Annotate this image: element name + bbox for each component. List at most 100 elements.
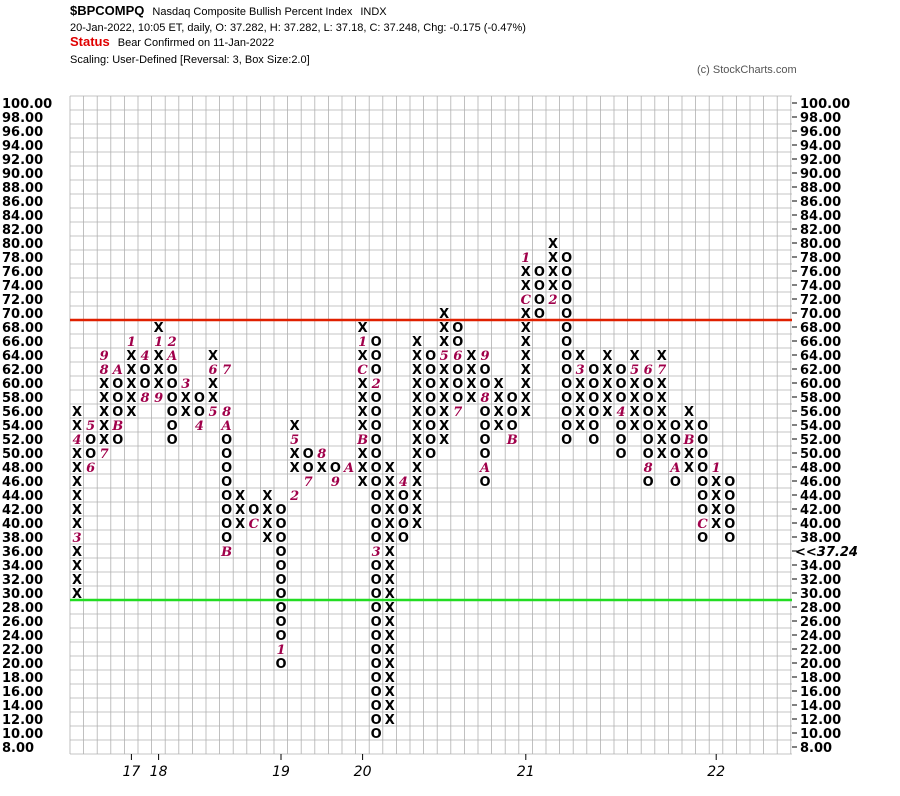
x-box: X bbox=[358, 405, 368, 420]
month-marker: 1 bbox=[358, 335, 367, 350]
copyright: (c) StockCharts.com bbox=[697, 64, 797, 76]
y-tick-label-right: 84.00 bbox=[800, 209, 841, 224]
x-box: X bbox=[385, 657, 395, 672]
o-box: O bbox=[561, 265, 572, 280]
month-marker: 2 bbox=[289, 489, 299, 504]
o-box: O bbox=[371, 503, 382, 518]
x-box: X bbox=[439, 391, 449, 406]
o-box: O bbox=[167, 419, 178, 434]
month-marker: 6 bbox=[453, 349, 462, 364]
y-tick-label-left: 92.00 bbox=[2, 153, 43, 168]
o-box: O bbox=[724, 503, 735, 518]
y-tick-label-left: 56.00 bbox=[2, 405, 43, 420]
o-box: O bbox=[561, 293, 572, 308]
y-tick-label-right: 100.00 bbox=[800, 97, 850, 112]
o-box: O bbox=[479, 405, 490, 420]
month-marker: 7 bbox=[453, 405, 462, 420]
x-box: X bbox=[262, 489, 272, 504]
month-marker: B bbox=[356, 433, 368, 448]
x-box: X bbox=[412, 391, 422, 406]
o-box: O bbox=[371, 713, 382, 728]
x-box: X bbox=[602, 349, 612, 364]
x-box: X bbox=[181, 405, 191, 420]
x-box: X bbox=[72, 405, 82, 420]
month-marker: 2 bbox=[547, 293, 557, 308]
x-box: X bbox=[358, 447, 368, 462]
o-box: O bbox=[643, 475, 654, 490]
x-box: X bbox=[657, 405, 667, 420]
o-box: O bbox=[615, 419, 626, 434]
month-marker: 3 bbox=[576, 363, 585, 378]
y-tick-label-right: 8.00 bbox=[800, 741, 832, 756]
o-box: O bbox=[479, 419, 490, 434]
x-box: X bbox=[548, 265, 558, 280]
x-box: X bbox=[126, 405, 136, 420]
month-marker: 7 bbox=[657, 363, 666, 378]
y-tick-label-left: 18.00 bbox=[2, 671, 43, 686]
x-box: X bbox=[154, 321, 164, 336]
o-box: O bbox=[425, 433, 436, 448]
y-tick-label-left: 10.00 bbox=[2, 727, 43, 742]
o-box: O bbox=[248, 503, 259, 518]
y-tick-label-right: 82.00 bbox=[800, 223, 841, 238]
o-box: O bbox=[479, 447, 490, 462]
month-marker: 1 bbox=[712, 461, 721, 476]
o-box: O bbox=[643, 377, 654, 392]
x-box: X bbox=[602, 377, 612, 392]
o-box: O bbox=[371, 643, 382, 658]
y-tick-label-right: 86.00 bbox=[800, 195, 841, 210]
o-box: O bbox=[275, 587, 286, 602]
x-box: X bbox=[154, 377, 164, 392]
x-box: X bbox=[521, 335, 531, 350]
y-tick-label-left: 54.00 bbox=[2, 419, 43, 434]
o-box: O bbox=[371, 447, 382, 462]
month-marker: 8 bbox=[222, 405, 231, 420]
x-box: X bbox=[412, 517, 422, 532]
o-box: O bbox=[371, 405, 382, 420]
y-tick-label-left: 84.00 bbox=[2, 209, 43, 224]
x-box: X bbox=[358, 349, 368, 364]
status-text: Bear Confirmed on 11-Jan-2022 bbox=[117, 37, 275, 49]
month-marker: 6 bbox=[208, 363, 217, 378]
o-box: O bbox=[398, 517, 409, 532]
month-marker: 8 bbox=[480, 391, 489, 406]
x-box: X bbox=[575, 391, 585, 406]
o-box: O bbox=[479, 475, 490, 490]
o-box: O bbox=[724, 517, 735, 532]
x-box: X bbox=[494, 377, 504, 392]
y-tick-label-left: 8.00 bbox=[2, 741, 34, 756]
y-tick-label-left: 26.00 bbox=[2, 615, 43, 630]
x-axis: 17 18 19 20 21 22 bbox=[122, 754, 725, 780]
x-box: X bbox=[385, 461, 395, 476]
x-box: X bbox=[575, 405, 585, 420]
y-tick-label-left: 70.00 bbox=[2, 307, 43, 322]
x-box: X bbox=[711, 489, 721, 504]
x-box: X bbox=[521, 321, 531, 336]
x-box: X bbox=[290, 461, 300, 476]
o-box: O bbox=[588, 363, 599, 378]
symbol: $BPCOMPQ bbox=[70, 3, 145, 18]
x-box: X bbox=[208, 377, 218, 392]
x-box: X bbox=[630, 349, 640, 364]
x-box: X bbox=[521, 349, 531, 364]
o-box: O bbox=[561, 377, 572, 392]
y-tick-label-left: 78.00 bbox=[2, 251, 43, 266]
y-tick-label-left: 68.00 bbox=[2, 321, 43, 336]
x-box: X bbox=[385, 713, 395, 728]
o-box: O bbox=[167, 377, 178, 392]
month-marker: 9 bbox=[480, 349, 489, 364]
x-box: X bbox=[126, 391, 136, 406]
o-box: O bbox=[670, 419, 681, 434]
o-box: O bbox=[221, 531, 232, 546]
y-tick-label-left: 20.00 bbox=[2, 657, 43, 672]
month-marker: A bbox=[668, 461, 680, 476]
y-tick-label-left: 36.00 bbox=[2, 545, 43, 560]
x-box: X bbox=[439, 377, 449, 392]
x-box: X bbox=[154, 349, 164, 364]
y-tick-label-right: 70.00 bbox=[800, 307, 841, 322]
x-box: X bbox=[358, 321, 368, 336]
o-box: O bbox=[275, 615, 286, 630]
month-marker: 5 bbox=[86, 419, 95, 434]
x-box: X bbox=[439, 335, 449, 350]
